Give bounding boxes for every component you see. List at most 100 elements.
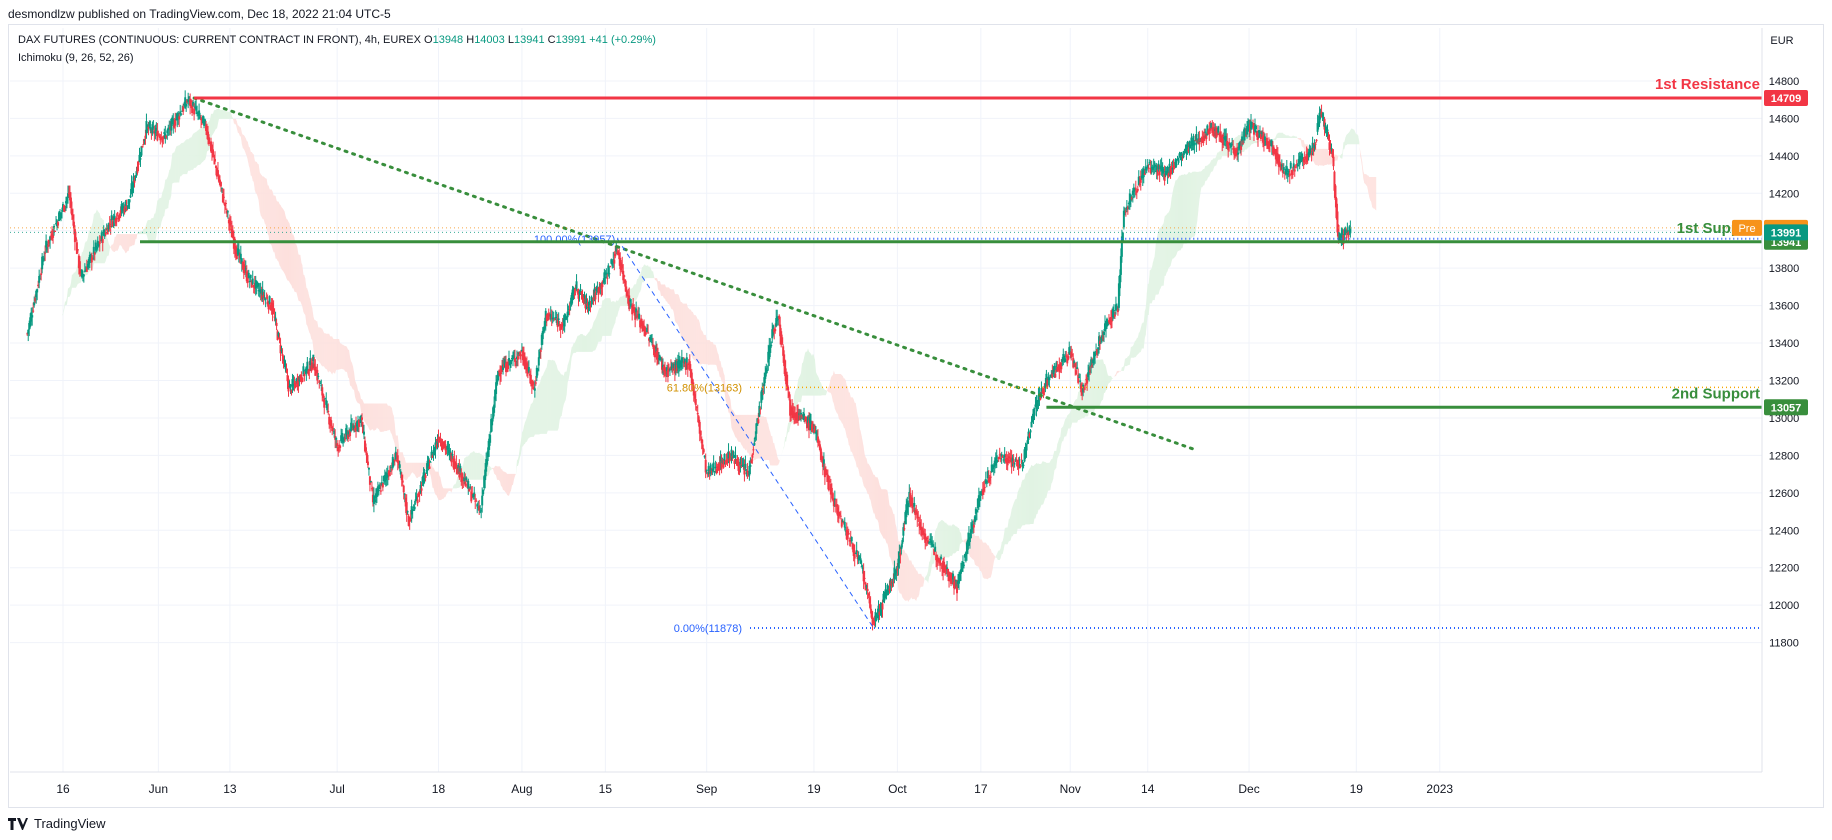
ichimoku-cloud-segment [238,125,240,136]
x-tick-label: 17 [974,782,988,796]
ichimoku-cloud-segment [184,140,186,175]
candle-body [165,135,168,138]
ichimoku-cloud-segment [702,331,704,365]
ichimoku-cloud-segment [67,287,69,298]
ichimoku-cloud-segment [683,303,685,342]
ichimoku-cloud-segment [115,234,117,251]
ichimoku-cloud-segment [1021,479,1023,527]
ichimoku-cloud-segment [412,462,414,474]
ichimoku-cloud-segment [186,138,188,175]
ichimoku-cloud-segment [1177,177,1179,252]
ichimoku-cloud-segment [540,375,542,434]
candle-body [575,281,578,289]
candle-body [1251,122,1254,127]
ichimoku-cloud-segment [706,340,708,365]
ichimoku-cloud-segment [590,328,592,352]
ichimoku-cloud-segment [767,421,769,461]
ichimoku-cloud-segment [410,462,412,475]
ichimoku-cloud-segment [1285,135,1287,139]
footer-brand[interactable]: TradingView [8,816,106,831]
indicator-legend[interactable]: Ichimoku (9, 26, 52, 26) [18,52,134,64]
ichimoku-cloud-segment [1015,498,1017,534]
candle-body [1111,308,1114,318]
ichimoku-cloud-segment [1337,155,1339,161]
candle-body [770,344,773,347]
candle-body [1021,463,1024,467]
candle-body [1146,164,1149,168]
candle-body [381,483,384,488]
ichimoku-cloud-segment [686,303,688,349]
candle-body [1289,162,1292,169]
candle-body [1302,159,1305,163]
ichimoku-cloud-segment [451,488,453,493]
candle-body [931,542,934,544]
ichimoku-cloud-segment [857,415,859,471]
ichimoku-cloud-segment [561,374,563,416]
candle-body [898,552,901,564]
ichimoku-cloud-segment [266,178,268,234]
ichimoku-cloud-segment [286,219,288,281]
ichimoku-cloud-segment [1131,346,1133,358]
ichimoku-cloud-segment [236,121,238,133]
ichimoku-cloud-segment [527,410,529,440]
candle-body [433,449,436,452]
candle-body [318,380,321,384]
descending-trendline[interactable] [192,96,1197,452]
candle-body [1142,168,1145,178]
ichimoku-cloud-segment [813,355,815,396]
ichimoku-cloud-segment [1218,151,1220,160]
ichimoku-cloud-segment [374,403,376,430]
ichimoku-cloud-segment [1136,337,1138,356]
ichimoku-cloud-segment [819,381,821,396]
ichimoku-cloud-segment [778,458,780,465]
ichimoku-cloud-segment [878,480,880,531]
ichimoku-cloud-segment [241,132,243,149]
ichimoku-cloud-segment [1025,473,1027,525]
ichimoku-cloud-segment [725,387,727,403]
ichimoku-cloud-segment [534,391,536,435]
candle-body [239,253,242,260]
ichimoku-cloud-segment [1013,500,1015,534]
ichimoku-cloud-segment [1372,177,1374,209]
candle-body [1337,224,1340,239]
candle-body [159,136,162,141]
ichimoku-cloud-segment [636,279,638,301]
ichimoku-cloud-segment [320,327,322,366]
candle-body [1074,363,1077,368]
candle-body [561,323,564,326]
candle-body [704,459,707,473]
candle-body [327,410,330,413]
ichimoku-cloud-segment [217,108,219,124]
ichimoku-cloud-segment [953,524,955,554]
candle-body [1313,144,1316,149]
ichimoku-cloud-segment [873,474,875,514]
candle-body [943,561,946,573]
candle-body [811,423,814,430]
ichimoku-cloud-segment [1169,206,1171,267]
ichimoku-cloud-segment [902,548,904,599]
ichimoku-cloud-segment [954,524,956,554]
ichimoku-cloud-segment [136,232,138,239]
candle-body [840,519,843,527]
candle-body [911,497,914,509]
candle-body [635,308,638,313]
ichimoku-cloud-segment [580,333,582,352]
candle-body [475,500,478,502]
ichimoku-cloud-segment [1080,388,1082,420]
ichimoku-cloud-segment [413,462,415,475]
ichimoku-cloud-segment [265,178,267,229]
ichimoku-cloud-segment [381,403,383,432]
ichimoku-cloud-segment [232,118,234,123]
ichimoku-cloud-segment [1075,399,1077,423]
ichimoku-cloud-segment [553,360,555,431]
ichimoku-cloud-segment [1319,148,1321,166]
candle-body [797,412,800,421]
candle-body [1191,143,1194,146]
ichimoku-cloud-segment [736,414,738,441]
fib-diagonal[interactable] [616,238,874,629]
ichimoku-cloud-segment [478,452,480,480]
candle-body [853,551,856,559]
ichimoku-cloud-segment [188,138,190,171]
ichimoku-cloud-segment [1171,192,1173,262]
